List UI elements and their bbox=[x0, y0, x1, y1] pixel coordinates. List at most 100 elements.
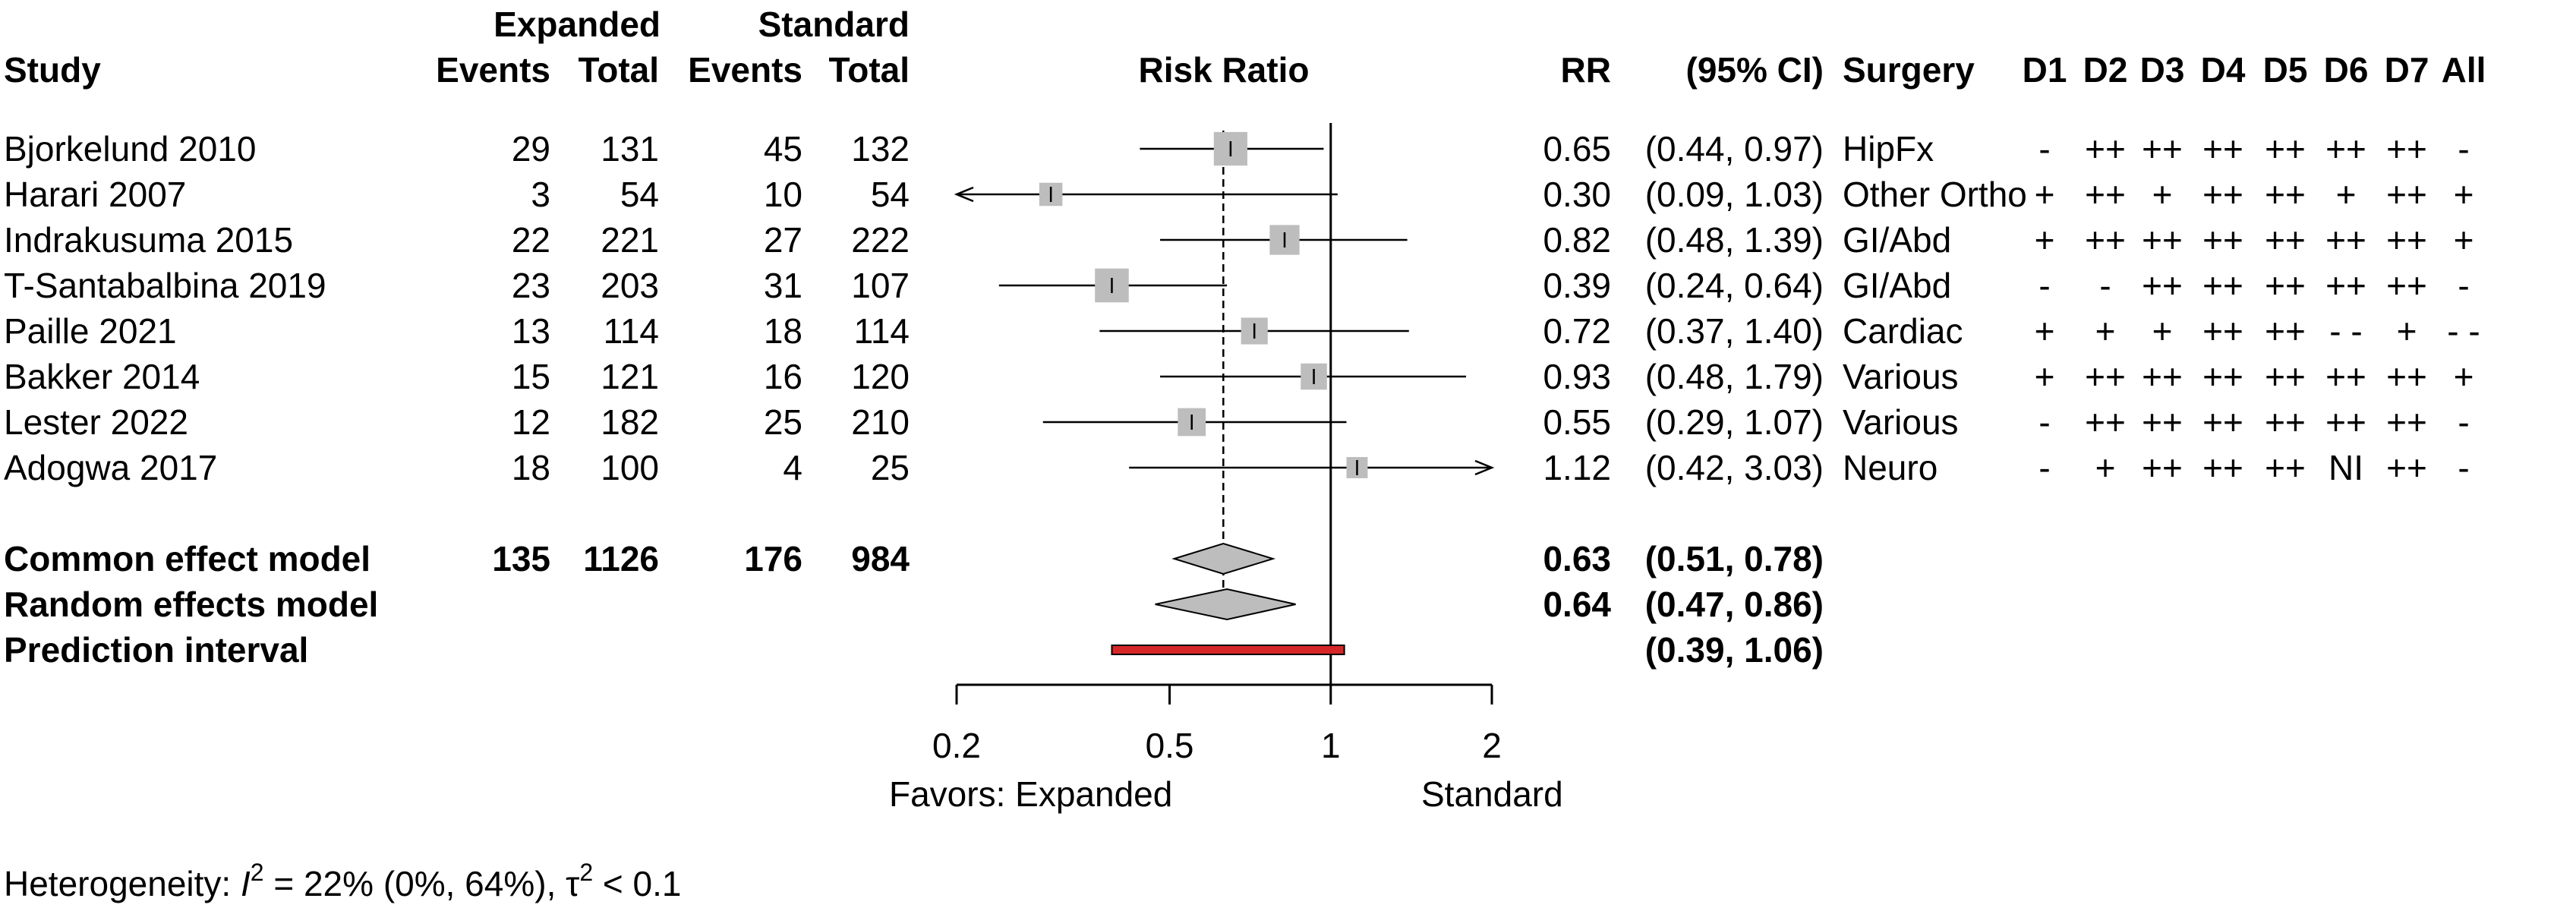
expanded-events: 23 bbox=[512, 266, 550, 305]
tau-value: < 0.1 bbox=[593, 864, 681, 903]
rob-d6: - - bbox=[2329, 311, 2362, 351]
rob-d7: ++ bbox=[2386, 220, 2427, 260]
rob-d2: + bbox=[2095, 311, 2116, 351]
expanded-events: 135 bbox=[492, 539, 550, 578]
standard-events: 45 bbox=[764, 129, 802, 169]
pooled-name: Random effects model bbox=[4, 585, 378, 624]
standard-total: 120 bbox=[851, 357, 910, 396]
rob-d2: ++ bbox=[2085, 175, 2126, 214]
expanded-events: 18 bbox=[512, 448, 550, 487]
rob-d4: ++ bbox=[2202, 402, 2243, 442]
plot-title: Risk Ratio bbox=[1139, 50, 1310, 90]
surgery-type: Neuro bbox=[1843, 448, 1938, 487]
heterogeneity-text: Heterogeneity: I2 = 22% (0%, 64%), τ2 < … bbox=[4, 859, 681, 903]
study-name: Bakker 2014 bbox=[4, 357, 200, 396]
surgery-type: GI/Abd bbox=[1843, 266, 1951, 305]
rob-d6: ++ bbox=[2325, 129, 2366, 169]
study-name: Indrakusuma 2015 bbox=[4, 220, 293, 260]
i2-value: = 22% (0%, 64%), bbox=[264, 864, 566, 903]
rob-d2: ++ bbox=[2085, 357, 2126, 396]
rob-d3: ++ bbox=[2142, 402, 2183, 442]
rob-d3: ++ bbox=[2142, 266, 2183, 305]
rob-d3: ++ bbox=[2142, 129, 2183, 169]
study-row: Bjorkelund 2010 29 131 45 132 0.65 (0.44, 0.97… bbox=[4, 129, 2470, 169]
pooled-row: Common effect model 135 1126 176 984 0.63 (0.5… bbox=[4, 539, 1824, 578]
rr-value: 0.39 bbox=[1543, 266, 1611, 305]
expanded-events: 3 bbox=[531, 175, 550, 214]
standard-total: 114 bbox=[854, 311, 910, 351]
study-row: T-Santabalbina 2019 23 203 31 107 0.39 (0.24, … bbox=[4, 266, 2470, 305]
rob-all: - bbox=[2458, 402, 2469, 442]
rob-d1: + bbox=[2035, 175, 2055, 214]
axis-tick-label: 0.5 bbox=[1146, 726, 1194, 765]
expanded-total: 114 bbox=[604, 311, 659, 351]
study-row: Adogwa 2017 18 100 4 25 1.12 (0.42, 3.03) Neuro… bbox=[4, 448, 2470, 487]
rob-d6: ++ bbox=[2325, 220, 2366, 260]
rob-d2: ++ bbox=[2085, 402, 2126, 442]
rob-d2: + bbox=[2095, 448, 2116, 487]
rob-d5: ++ bbox=[2265, 402, 2306, 442]
rob-d5: ++ bbox=[2265, 175, 2306, 214]
expanded-events: 29 bbox=[512, 129, 550, 169]
expanded-events: 22 bbox=[512, 220, 550, 260]
rr-header: RR bbox=[1561, 50, 1611, 90]
ci-value: (0.44, 0.97) bbox=[1645, 129, 1824, 169]
domain-header-d2: D2 bbox=[2083, 50, 2128, 90]
rob-d4: ++ bbox=[2202, 220, 2243, 260]
expanded-total-header: Total bbox=[579, 50, 659, 90]
prediction-row: Prediction interval (0.39, 1.06) bbox=[4, 630, 1824, 670]
rr-value: 0.63 bbox=[1543, 539, 1611, 578]
rob-d4: ++ bbox=[2202, 357, 2243, 396]
rob-d4: ++ bbox=[2202, 129, 2243, 169]
rob-d6: ++ bbox=[2325, 266, 2366, 305]
study-name: T-Santabalbina 2019 bbox=[4, 266, 326, 305]
ci-value: (0.42, 3.03) bbox=[1645, 448, 1824, 487]
ci-value: (0.24, 0.64) bbox=[1645, 266, 1824, 305]
rob-d5: ++ bbox=[2265, 220, 2306, 260]
favors-expanded-label: Favors: Expanded bbox=[889, 774, 1172, 814]
rob-d4: ++ bbox=[2202, 175, 2243, 214]
domain-header-d4: D4 bbox=[2201, 50, 2246, 90]
expanded-total: 54 bbox=[620, 175, 659, 214]
rob-d6: ++ bbox=[2325, 402, 2366, 442]
study-header: Study bbox=[4, 50, 101, 90]
standard-events: 25 bbox=[764, 402, 802, 442]
prediction-name: Prediction interval bbox=[4, 630, 308, 670]
pooled-row: Random effects model 0.64 (0.47, 0.86) bbox=[4, 585, 1824, 624]
standard-events: 27 bbox=[764, 220, 802, 260]
study-row: Bakker 2014 15 121 16 120 0.93 (0.48, 1.79) Var… bbox=[4, 357, 2474, 396]
ci-value: (0.48, 1.39) bbox=[1645, 220, 1824, 260]
study-rows: Bjorkelund 2010 29 131 45 132 0.65 (0.44, 0.97… bbox=[4, 129, 2480, 670]
expanded-events-header: Events bbox=[436, 50, 550, 90]
rob-d3: ++ bbox=[2142, 220, 2183, 260]
surgery-header: Surgery bbox=[1843, 50, 1975, 90]
favors-standard-label: Standard bbox=[1421, 774, 1563, 814]
rr-value: 0.82 bbox=[1543, 220, 1611, 260]
rr-value: 0.30 bbox=[1543, 175, 1611, 214]
axis-tick-label: 1 bbox=[1321, 726, 1341, 765]
rob-d2: ++ bbox=[2085, 220, 2126, 260]
prediction-bar bbox=[1111, 645, 1345, 655]
rob-d7: ++ bbox=[2386, 448, 2427, 487]
domain-headers: D1 D2 D3 D4 D5 D6 D7 All bbox=[2023, 50, 2486, 90]
expanded-total: 100 bbox=[601, 448, 659, 487]
rob-all: - - bbox=[2447, 311, 2480, 351]
plot-area bbox=[954, 123, 1495, 685]
standard-total: 54 bbox=[871, 175, 910, 214]
standard-total: 984 bbox=[851, 539, 910, 578]
rob-d7: ++ bbox=[2386, 175, 2427, 214]
study-name: Bjorkelund 2010 bbox=[4, 129, 256, 169]
axis-tick-label: 2 bbox=[1482, 726, 1502, 765]
rob-d4: ++ bbox=[2202, 311, 2243, 351]
x-axis: Favors: Expanded Standard 0.2 0.5 1 2 bbox=[889, 683, 1563, 814]
rob-d7: ++ bbox=[2386, 266, 2427, 305]
surgery-type: HipFx bbox=[1843, 129, 1934, 169]
ci-header: (95% CI) bbox=[1686, 50, 1824, 90]
rob-d7: + bbox=[2397, 311, 2417, 351]
rob-all: + bbox=[2454, 175, 2474, 214]
i2-symbol: I bbox=[241, 864, 251, 903]
expanded-events: 12 bbox=[512, 402, 550, 442]
rob-d1: + bbox=[2035, 311, 2055, 351]
standard-total: 210 bbox=[851, 402, 910, 442]
